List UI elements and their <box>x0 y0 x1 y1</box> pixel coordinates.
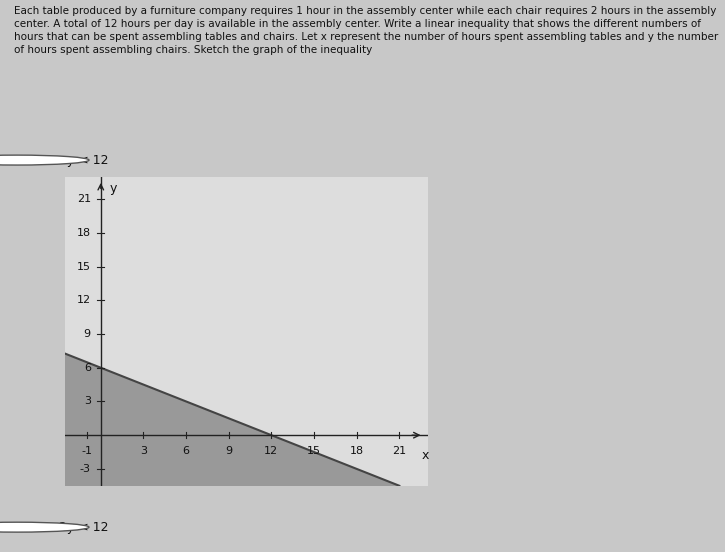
Text: 18: 18 <box>349 447 364 457</box>
Text: x + 2y < 12: x + 2y < 12 <box>33 521 109 534</box>
Text: 9: 9 <box>225 447 232 457</box>
Circle shape <box>0 155 89 165</box>
Text: 6: 6 <box>84 363 91 373</box>
Text: -3: -3 <box>80 464 91 474</box>
Text: 12: 12 <box>77 295 91 305</box>
Text: 21: 21 <box>77 194 91 204</box>
Polygon shape <box>65 354 399 486</box>
Text: 3: 3 <box>140 447 147 457</box>
Text: 12: 12 <box>265 447 278 457</box>
Text: 6: 6 <box>183 447 189 457</box>
Text: 2x + y < 12: 2x + y < 12 <box>33 153 109 167</box>
Text: 15: 15 <box>77 262 91 272</box>
Text: 3: 3 <box>84 396 91 406</box>
Circle shape <box>0 522 89 532</box>
Text: 21: 21 <box>392 447 407 457</box>
Text: 9: 9 <box>83 329 91 339</box>
Text: -1: -1 <box>81 447 92 457</box>
Text: 15: 15 <box>307 447 321 457</box>
Text: 18: 18 <box>77 228 91 238</box>
Text: x: x <box>421 449 428 461</box>
Text: y: y <box>109 182 117 195</box>
Text: Each table produced by a furniture company requires 1 hour in the assembly cente: Each table produced by a furniture compa… <box>14 6 718 55</box>
